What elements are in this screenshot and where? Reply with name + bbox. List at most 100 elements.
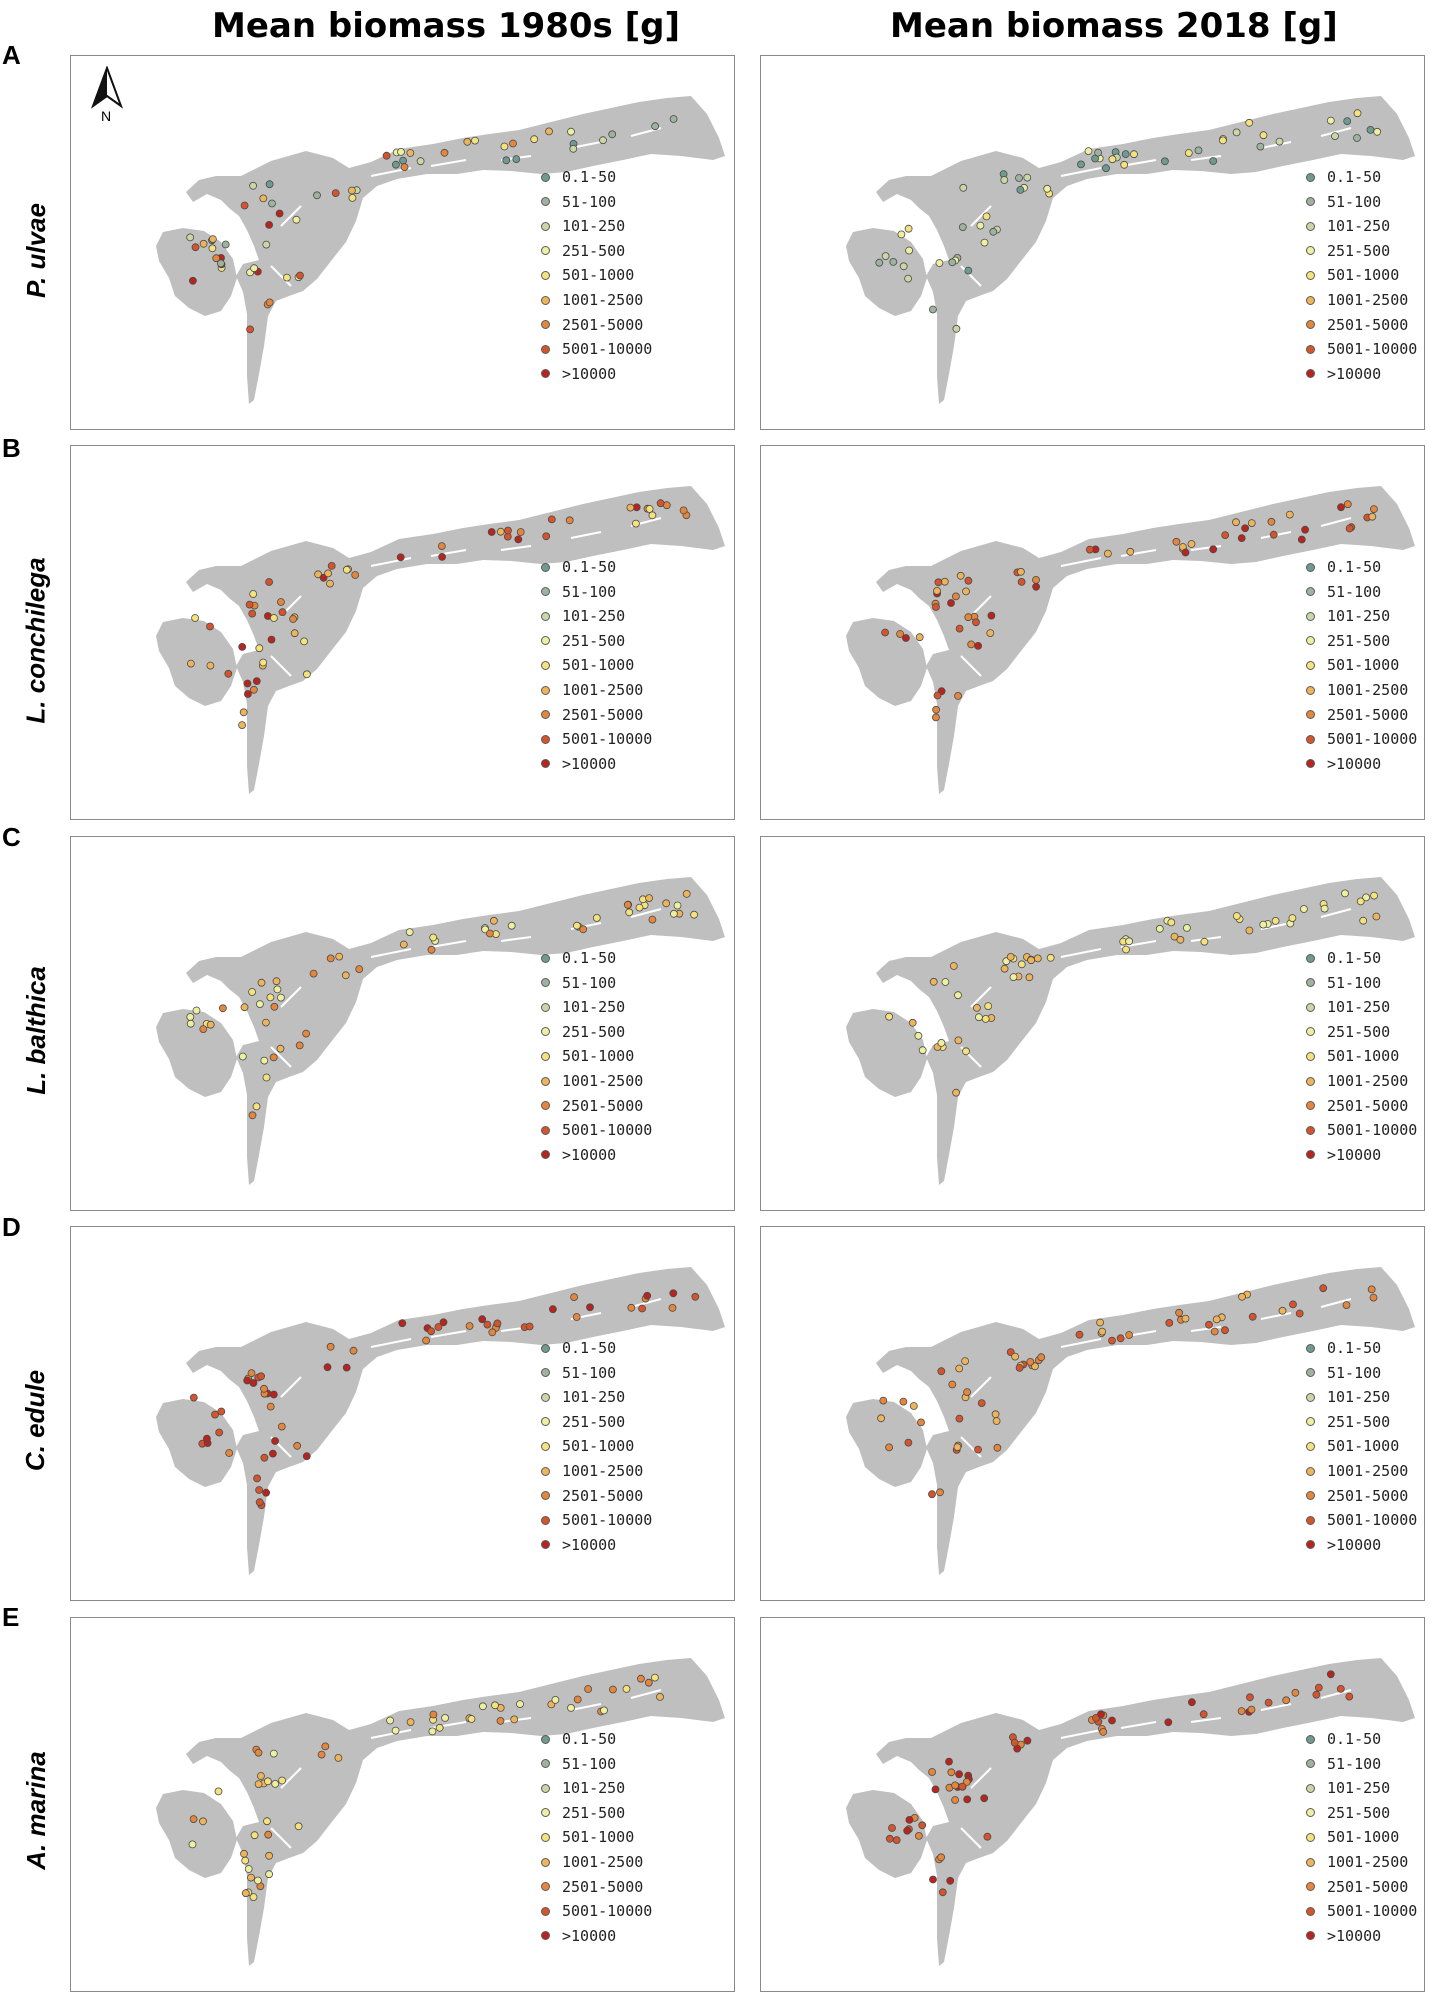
legend-item: 0.1-50 [1306, 1730, 1381, 1748]
species-label: C. edule [20, 1369, 51, 1471]
sample-station-dot [648, 915, 657, 924]
sample-station-dot [656, 499, 665, 508]
row-species-e: A. marina [14, 1620, 58, 2000]
sample-station-dot [186, 1019, 195, 1028]
legend-item: 501-1000 [541, 266, 634, 284]
sample-station-dot [909, 1402, 918, 1410]
sample-station-dot [951, 1796, 960, 1804]
legend-swatch [1306, 1051, 1315, 1061]
sample-station-dot [881, 252, 890, 261]
sample-station-dot [933, 691, 942, 700]
legend-item: 101-250 [1306, 217, 1390, 235]
sample-station-dot [1046, 953, 1055, 962]
legend-item: 2501-5000 [541, 1878, 643, 1896]
legend-label: >10000 [562, 364, 617, 383]
sample-station-dot [516, 528, 525, 536]
sample-station-dot [1125, 1331, 1134, 1339]
wadden-sea-map [846, 486, 1415, 794]
legend-item: >10000 [1306, 1536, 1381, 1554]
sample-station-dot [1027, 956, 1036, 965]
sample-station-dot [1098, 1327, 1107, 1336]
sample-station-dot [250, 1831, 259, 1840]
sample-station-dot [1300, 905, 1308, 913]
legend-label: 5001-10000 [562, 1511, 653, 1530]
sample-station-dot [625, 908, 634, 917]
sample-station-dot [1288, 914, 1297, 922]
legend-label: >10000 [562, 754, 617, 773]
tidal-flat-area [846, 96, 1415, 404]
sample-station-dot [1342, 1301, 1351, 1309]
sample-station-dot [1026, 1357, 1035, 1366]
wadden-sea-map [156, 1658, 725, 1966]
sample-station-dot [1103, 549, 1112, 558]
sample-station-dot [626, 503, 635, 512]
legend-item: 51-100 [541, 583, 616, 601]
sample-station-dot [240, 201, 249, 210]
sample-station-dot [254, 1748, 263, 1757]
sample-station-dot [218, 1004, 227, 1013]
legend-item: 101-250 [541, 1779, 625, 1797]
sample-station-dot [273, 985, 282, 994]
legend-swatch [1306, 1101, 1315, 1111]
legend-swatch [541, 1002, 550, 1012]
sample-station-dot [1372, 912, 1381, 921]
sample-station-dot [1337, 503, 1345, 512]
sample-station-dot [899, 262, 908, 271]
sample-station-dot [422, 1336, 431, 1345]
legend-swatch [1306, 246, 1315, 256]
sample-station-dot [1130, 150, 1138, 159]
legend-swatch [541, 197, 550, 207]
legend-label: 251-500 [562, 1412, 626, 1431]
legend-label: 5001-10000 [1327, 730, 1418, 749]
legend-label: 2501-5000 [562, 1877, 644, 1896]
sample-station-dot [1282, 1696, 1291, 1705]
sample-station-dot [1084, 147, 1093, 155]
sample-station-dot [256, 1772, 265, 1780]
legend-label: 251-500 [562, 631, 626, 650]
sample-station-dot [206, 661, 215, 670]
sample-station-dot [259, 194, 268, 203]
sample-station-dot [382, 151, 391, 160]
legend-label: 101-250 [562, 217, 626, 236]
legend-swatch [1306, 295, 1315, 305]
sample-station-dot [1017, 960, 1026, 969]
map-panel-e-2018: 0.1-50 51-100 101-250 251-500 501-1000 1001-2… [760, 1617, 1425, 1992]
legend-swatch [541, 1392, 550, 1402]
sample-station-dot [247, 1369, 256, 1378]
sample-station-dot [1209, 545, 1218, 554]
sample-station-dot [192, 1006, 201, 1015]
sample-station-dot [953, 1443, 962, 1452]
sample-station-dot [206, 1020, 215, 1029]
sample-station-dot [1160, 157, 1169, 166]
legend-item: 2501-5000 [541, 1487, 643, 1505]
sample-station-dot [691, 1292, 700, 1301]
legend-swatch [541, 1931, 550, 1941]
legend-item: 1001-2500 [541, 291, 643, 309]
sample-station-dot [980, 1794, 989, 1803]
legend-item: 5001-10000 [1306, 340, 1417, 358]
sample-station-dot [1278, 1306, 1287, 1315]
legend-label: 501-1000 [562, 1437, 635, 1456]
sample-station-dot [1181, 1314, 1190, 1323]
sample-station-dot [349, 1346, 358, 1355]
sample-station-dot [254, 1780, 263, 1789]
sample-station-dot [266, 1402, 275, 1411]
sample-station-dot [548, 1305, 557, 1314]
legend-item: 5001-10000 [1306, 1902, 1417, 1920]
sample-station-dot [989, 227, 998, 236]
sample-station-dot [275, 209, 284, 218]
sample-station-dot [651, 122, 660, 131]
sample-station-dot [1237, 534, 1246, 542]
sample-station-dot [265, 1851, 274, 1860]
sample-station-dot [875, 258, 884, 267]
sample-station-dot [269, 1390, 278, 1399]
sample-station-dot [967, 640, 976, 649]
sample-station-dot [983, 1832, 992, 1841]
legend-item: 251-500 [541, 242, 625, 260]
legend-item: 501-1000 [541, 1437, 634, 1455]
sample-station-dot [268, 1449, 277, 1458]
sample-station-dot [1096, 1318, 1105, 1327]
legend-swatch [1306, 1808, 1315, 1818]
sample-station-dot [1301, 525, 1309, 534]
legend-label: 251-500 [1327, 631, 1391, 650]
